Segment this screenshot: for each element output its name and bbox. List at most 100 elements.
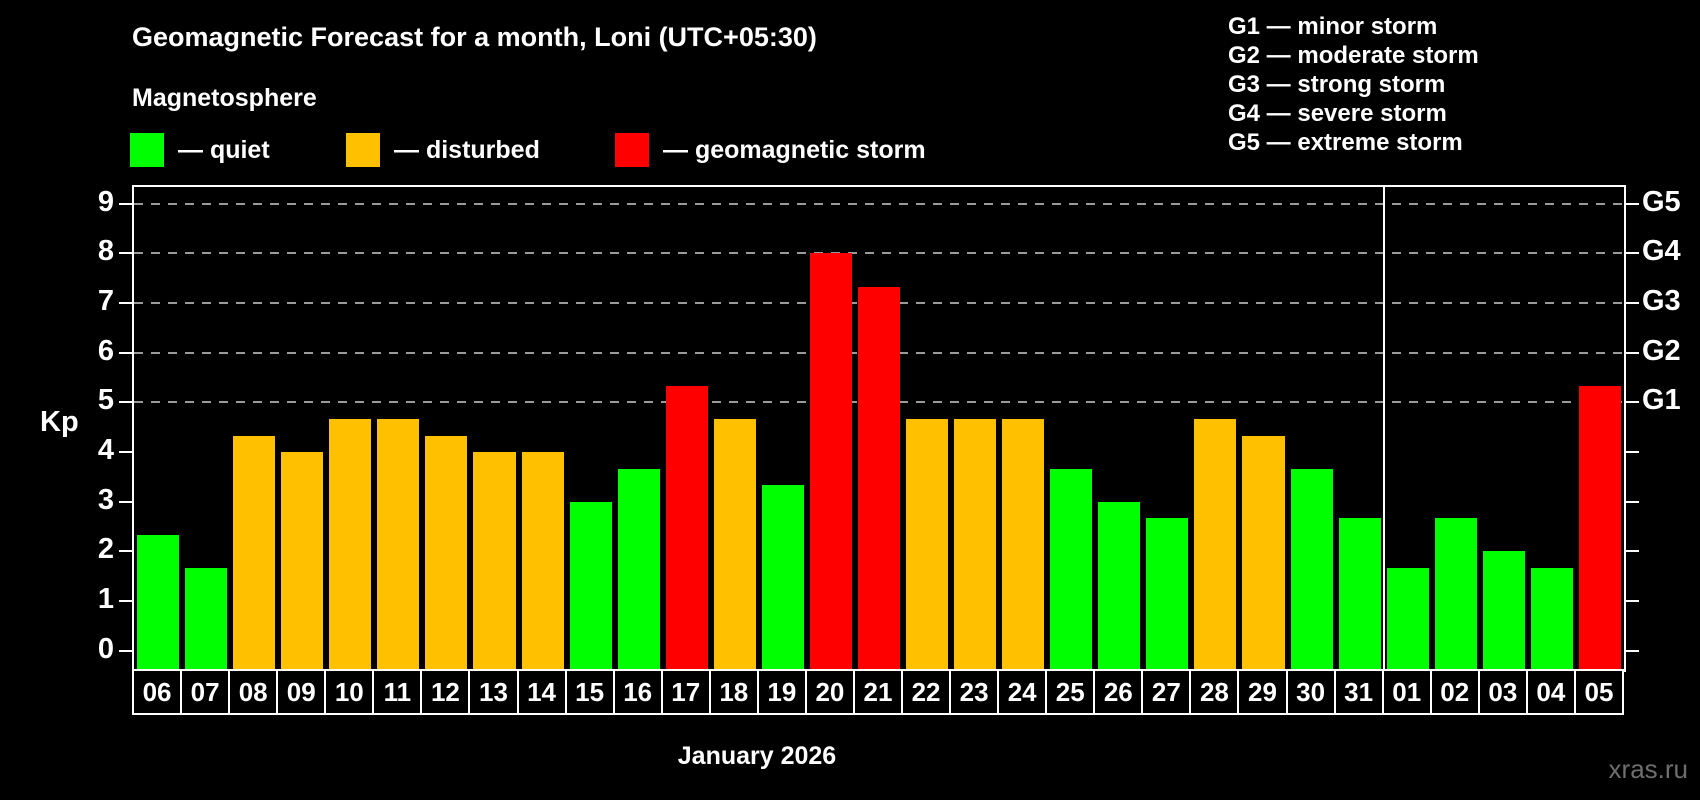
bar-day-15: [569, 501, 612, 670]
day-label-31: 31: [1333, 669, 1384, 715]
bar-day-28: [1194, 418, 1237, 670]
bar-day-04: [1530, 567, 1573, 670]
y-axis-label-2: 2: [97, 533, 114, 566]
y-axis-label-7: 7: [97, 285, 114, 318]
color-legend: — quiet — disturbed — geomagnetic storm: [0, 133, 1700, 169]
y-axis-title: Kp: [40, 406, 79, 438]
g-axis-label-g5: G5: [1642, 185, 1681, 218]
left-tick-kp-7: [119, 302, 132, 305]
right-tick-kp-2: [1626, 550, 1639, 553]
bar-day-06: [137, 535, 180, 670]
bar-day-01: [1386, 567, 1429, 670]
bar-day-26: [1098, 501, 1141, 670]
day-label-08: 08: [228, 669, 279, 715]
right-tick-kp-7: [1626, 302, 1639, 305]
day-label-06: 06: [132, 669, 183, 715]
bar-day-22: [906, 418, 949, 670]
bar-day-08: [233, 435, 276, 670]
bar-day-25: [1050, 468, 1093, 670]
day-label-02: 02: [1429, 669, 1480, 715]
bar-day-03: [1482, 551, 1525, 670]
day-label-09: 09: [276, 669, 327, 715]
page-title: Geomagnetic Forecast for a month, Loni (…: [132, 22, 817, 52]
day-label-11: 11: [372, 669, 423, 715]
g-legend-line-2: G2 — moderate storm: [1228, 42, 1479, 69]
bar-day-19: [761, 485, 804, 670]
bar-day-29: [1242, 435, 1285, 670]
gridline-kp-8: [134, 252, 1624, 255]
day-label-19: 19: [756, 669, 807, 715]
day-label-26: 26: [1093, 669, 1144, 715]
bar-day-27: [1146, 518, 1189, 670]
left-tick-kp-6: [119, 351, 132, 354]
bar-day-20: [809, 253, 852, 670]
day-label-27: 27: [1141, 669, 1192, 715]
bar-day-02: [1434, 518, 1477, 670]
day-label-14: 14: [516, 669, 567, 715]
gridline-kp-9: [134, 202, 1624, 205]
bar-day-17: [665, 386, 708, 670]
day-label-16: 16: [612, 669, 663, 715]
day-label-21: 21: [852, 669, 904, 715]
g-legend-line-4: G4 — severe storm: [1228, 100, 1447, 127]
bar-day-05: [1578, 386, 1621, 670]
right-tick-kp-5: [1626, 401, 1639, 404]
right-tick-kp-8: [1626, 252, 1639, 255]
y-axis-label-8: 8: [97, 235, 114, 268]
day-label-22: 22: [901, 669, 952, 715]
g-axis-label-g3: G3: [1642, 285, 1681, 318]
legend-label-storm: — geomagnetic storm: [663, 135, 926, 164]
right-tick-kp-0: [1626, 649, 1639, 652]
day-label-23: 23: [949, 669, 1000, 715]
day-label-01: 01: [1381, 669, 1432, 715]
bar-day-09: [281, 452, 324, 670]
bar-day-30: [1290, 468, 1333, 670]
y-axis-label-0: 0: [97, 632, 114, 665]
right-tick-kp-1: [1626, 600, 1639, 603]
y-axis-label-9: 9: [97, 185, 114, 218]
day-label-12: 12: [420, 669, 471, 715]
legend-item-quiet: — quiet: [130, 133, 270, 167]
legend-item-storm: — geomagnetic storm: [615, 133, 926, 167]
day-label-03: 03: [1477, 669, 1528, 715]
day-label-28: 28: [1189, 669, 1240, 715]
bar-day-18: [713, 418, 756, 670]
bar-day-16: [617, 468, 660, 670]
left-tick-kp-3: [119, 500, 132, 503]
left-tick-kp-2: [119, 550, 132, 553]
left-tick-kp-5: [119, 401, 132, 404]
day-label-20: 20: [804, 669, 855, 715]
legend-swatch-quiet: [130, 133, 164, 167]
left-tick-kp-4: [119, 451, 132, 454]
day-label-05: 05: [1573, 669, 1624, 715]
day-label-04: 04: [1525, 669, 1576, 715]
g-legend-line-5: G5 — extreme storm: [1228, 129, 1463, 156]
day-label-29: 29: [1237, 669, 1288, 715]
chart-subtitle: Magnetosphere: [132, 84, 317, 112]
left-tick-kp-1: [119, 600, 132, 603]
bar-day-23: [954, 418, 997, 670]
y-axis-label-3: 3: [97, 483, 114, 516]
x-axis-title: January 2026: [677, 742, 837, 770]
day-label-17: 17: [660, 669, 711, 715]
g-axis-label-g1: G1: [1642, 384, 1681, 417]
day-label-30: 30: [1285, 669, 1336, 715]
right-tick-kp-4: [1626, 451, 1639, 454]
bar-day-07: [185, 567, 228, 670]
y-axis-label-6: 6: [97, 334, 114, 367]
legend-swatch-storm: [615, 133, 649, 167]
bar-day-12: [425, 435, 468, 670]
right-tick-kp-9: [1626, 202, 1639, 205]
left-tick-kp-9: [119, 202, 132, 205]
day-label-18: 18: [708, 669, 759, 715]
day-label-13: 13: [468, 669, 519, 715]
g-legend-line-3: G3 — strong storm: [1228, 71, 1446, 98]
kp-bar-chart: 0 1 2 3 4 5 G1 6 G2 7 G3 8 G4 9 G5: [98, 185, 1681, 672]
g-axis-label-g2: G2: [1642, 334, 1681, 367]
day-label-15: 15: [564, 669, 615, 715]
bar-day-21: [857, 286, 901, 670]
watermark: xras.ru: [1608, 754, 1688, 784]
left-tick-kp-8: [119, 252, 132, 255]
g-scale-legend: G1 — minor storm G2 — moderate storm G3 — …: [1228, 12, 1479, 157]
right-tick-kp-3: [1626, 500, 1639, 503]
